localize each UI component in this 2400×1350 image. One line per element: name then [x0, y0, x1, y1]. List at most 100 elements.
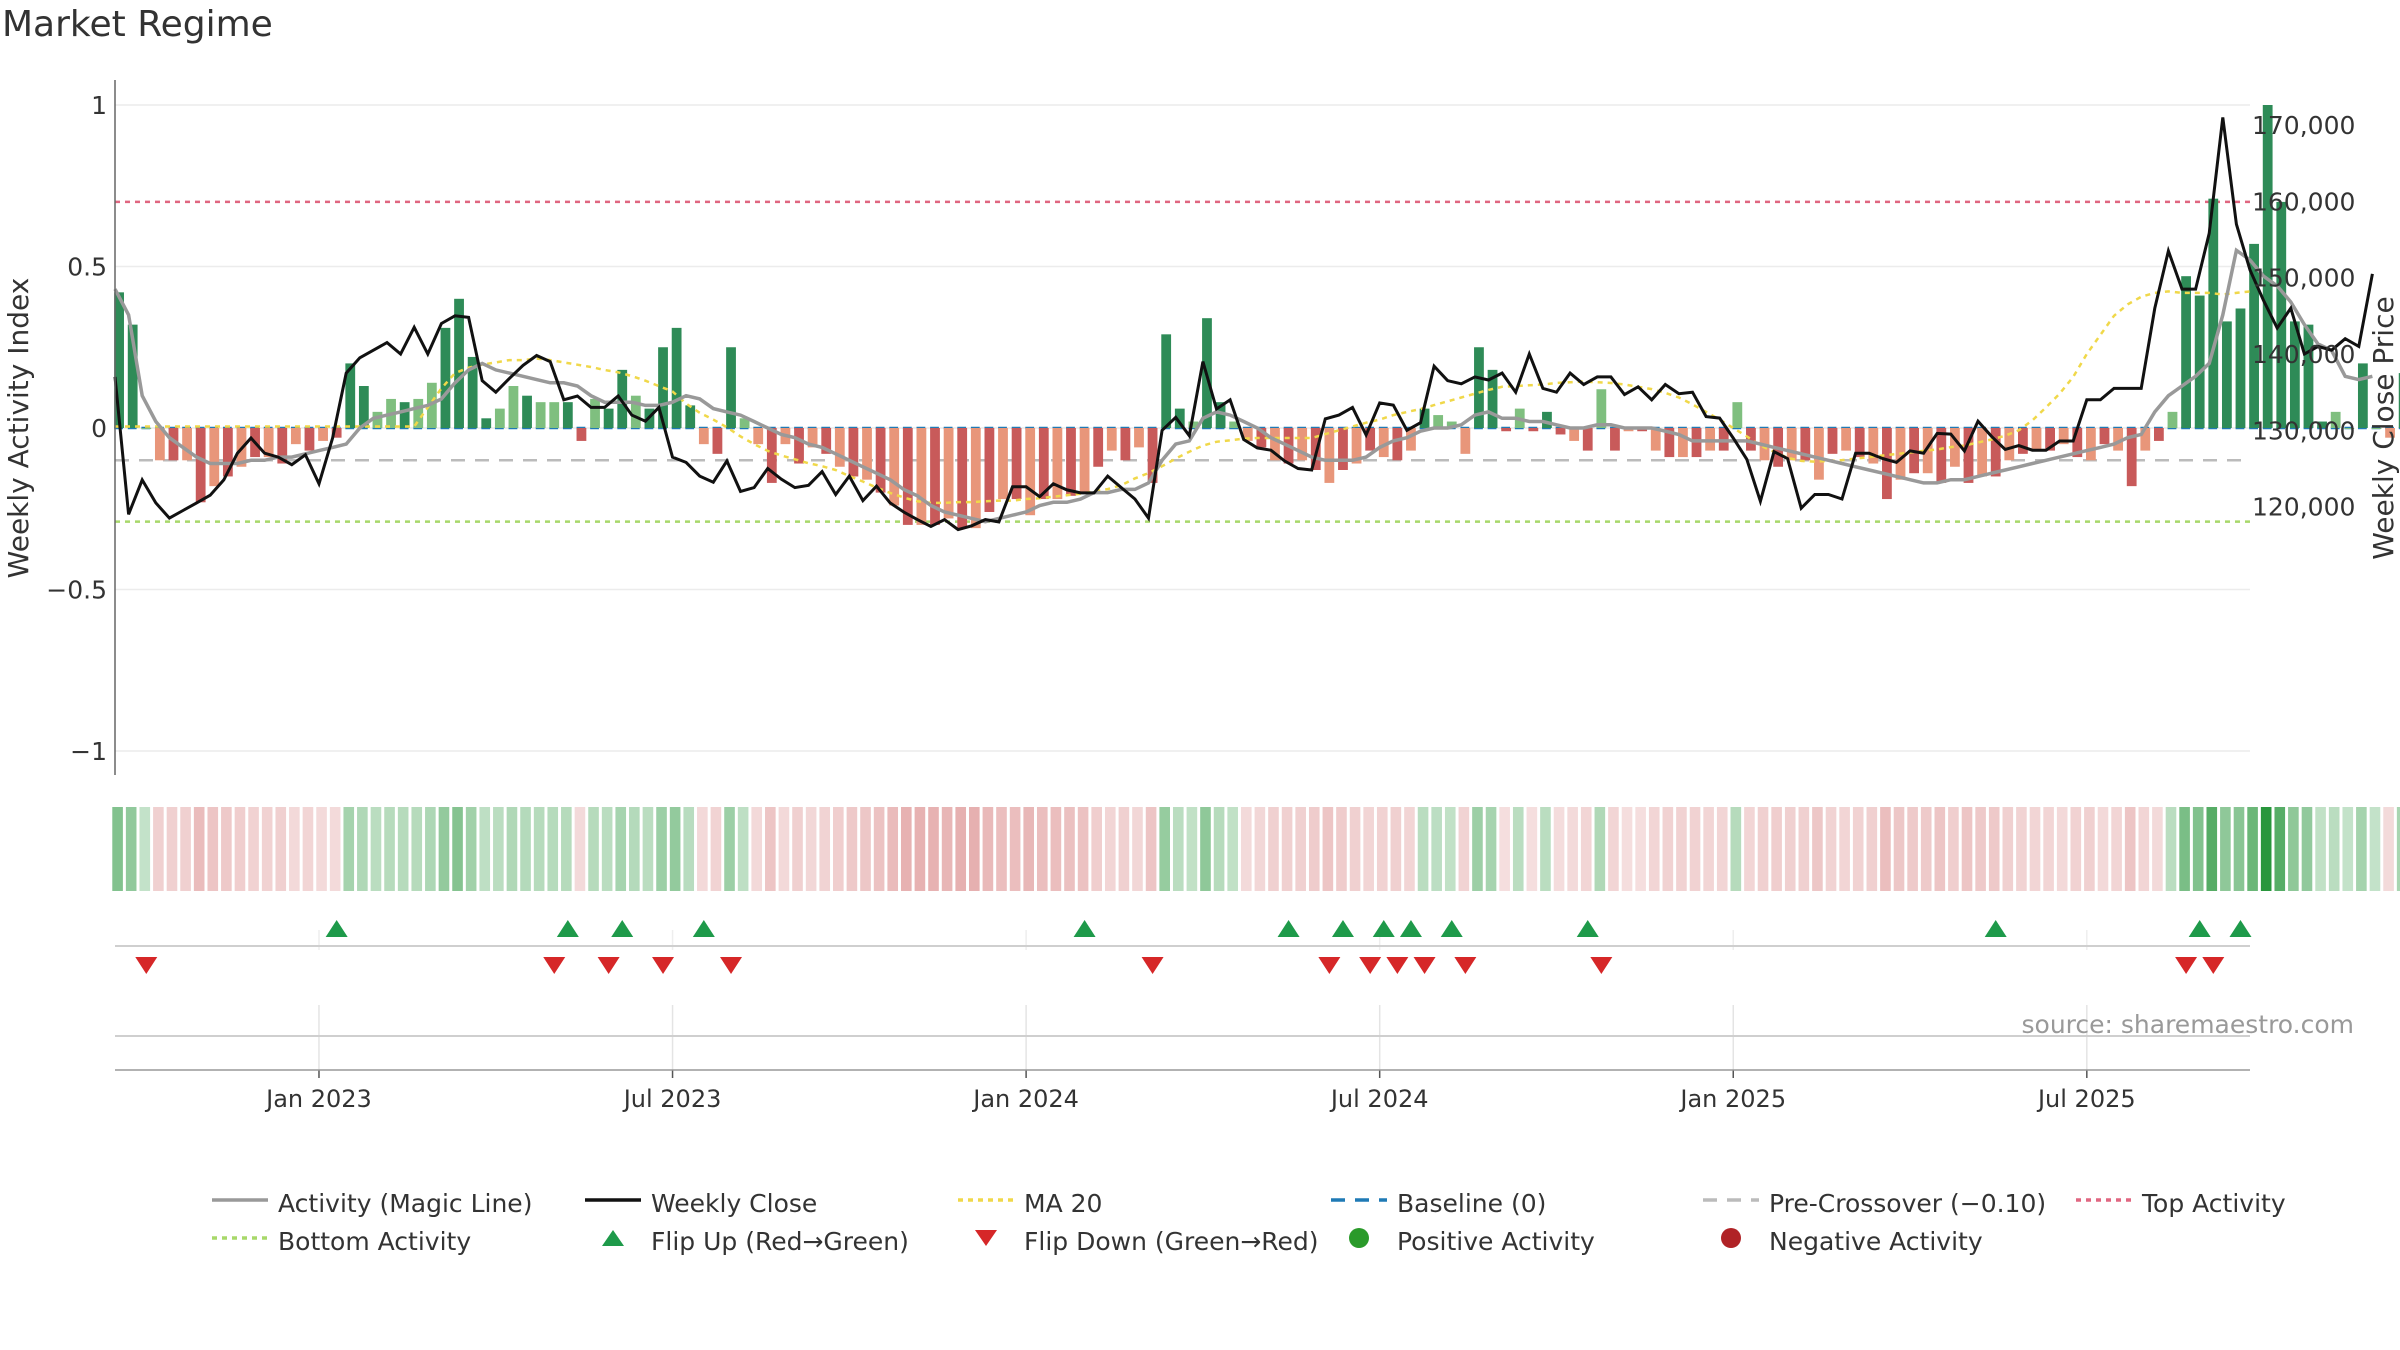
heatmap-cell: [2029, 807, 2041, 891]
x-tick-label: Jan 2023: [264, 1085, 372, 1113]
activity-bar: [603, 408, 614, 428]
heatmap-cell: [465, 807, 477, 891]
activity-bar: [318, 428, 328, 441]
activity-bar: [1678, 428, 1688, 458]
heatmap-cell: [411, 807, 423, 891]
heatmap-cell: [1825, 807, 1837, 891]
legend-item-pos: Positive Activity: [1331, 1226, 1595, 1256]
heatmap-cell: [1907, 807, 1918, 891]
heatmap-cell: [1349, 807, 1361, 891]
activity-bar: [549, 402, 560, 428]
heatmap-cell: [615, 807, 627, 891]
activity-bar: [875, 428, 886, 493]
heatmap-cell: [2111, 807, 2122, 891]
heatmap-cell: [2070, 807, 2082, 891]
heatmap-cell: [506, 807, 518, 891]
heatmap-cell: [357, 807, 368, 891]
heatmap-cell: [1458, 807, 1470, 891]
legend-symbol: [585, 1188, 641, 1218]
activity-bar: [1569, 428, 1580, 441]
heatmap-cell: [234, 807, 246, 891]
activity-bar: [807, 428, 818, 448]
activity-bar: [1446, 421, 1457, 428]
activity-bar: [2181, 276, 2191, 428]
heatmap-cell: [1336, 807, 1347, 891]
heatmap-cell: [1322, 807, 1334, 891]
heatmap-cell: [1608, 807, 1619, 891]
legend-item-flipdown: Flip Down (Green→Red): [958, 1226, 1319, 1256]
activity-bar: [943, 428, 954, 519]
heatmap-cell: [1104, 807, 1116, 891]
activity-bar: [1134, 428, 1144, 448]
heatmap-cell: [941, 807, 953, 891]
legend-label: Negative Activity: [1769, 1226, 1983, 1256]
activity-bar: [2344, 428, 2355, 429]
activity-bar: [209, 428, 220, 487]
legend-item-flipup: Flip Up (Red→Green): [585, 1226, 909, 1256]
flip-up-marker: [1399, 920, 1422, 937]
heatmap-cell: [2179, 807, 2190, 891]
heatmap-cell: [2356, 807, 2367, 891]
heatmap-cell: [669, 807, 681, 891]
activity-bar: [930, 428, 940, 525]
activity-bar: [481, 418, 492, 428]
heatmap-cell: [248, 807, 259, 891]
activity-bar: [1542, 411, 1552, 428]
activity-bar: [1161, 334, 1172, 428]
heatmap-cell: [656, 807, 667, 891]
flip-down-marker: [1386, 957, 1409, 974]
activity-bar: [508, 386, 519, 428]
activity-bar: [2194, 295, 2205, 428]
activity-bar: [1270, 428, 1280, 461]
heatmap-cell: [397, 807, 409, 891]
activity-bar: [889, 428, 900, 506]
activity-bar: [685, 405, 696, 428]
flip-up-marker: [1984, 920, 2007, 937]
activity-bar: [2004, 428, 2015, 461]
heatmap-cell: [438, 807, 450, 891]
heatmap-cell: [1798, 807, 1810, 891]
legend-label: Bottom Activity: [278, 1226, 472, 1256]
activity-bar: [821, 428, 832, 454]
legend-label: Top Activity: [2142, 1188, 2286, 1218]
heatmap-cell: [2002, 807, 2014, 891]
activity-bar: [1188, 421, 1199, 428]
heatmap-cell: [153, 807, 164, 891]
activity-bar: [1963, 428, 1974, 483]
activity-bar: [522, 395, 532, 428]
activity-bar: [1528, 428, 1539, 432]
x-tick-label: Jul 2023: [622, 1085, 722, 1113]
flip-down-marker: [720, 957, 743, 974]
heatmap-cell: [955, 807, 967, 891]
activity-bar: [794, 428, 804, 464]
activity-bar: [2058, 428, 2069, 445]
activity-bar: [1936, 428, 1947, 483]
activity-bar: [358, 386, 369, 428]
heatmap-cell: [1281, 807, 1293, 891]
activity-bar: [2099, 428, 2110, 445]
activity-bar: [182, 428, 192, 461]
activity-bar: [2018, 428, 2028, 454]
heatmap-cell: [683, 807, 695, 891]
activity-bar: [1174, 408, 1185, 428]
activity-bar: [331, 428, 342, 438]
heatmap-cell: [1499, 807, 1510, 891]
heatmap-cell: [1472, 807, 1483, 891]
flip-down-marker: [652, 957, 675, 974]
activity-bar: [1433, 415, 1444, 428]
activity-bar: [1066, 428, 1076, 496]
heatmap-cell: [1730, 807, 1742, 891]
flip-down-marker: [2202, 957, 2225, 974]
activity-bar: [1555, 428, 1566, 435]
legend-label: Positive Activity: [1397, 1226, 1595, 1256]
flip-down-marker: [1454, 957, 1477, 974]
activity-bar: [1256, 428, 1267, 448]
heatmap-cell: [1050, 807, 1062, 891]
activity-bar: [1827, 428, 1838, 454]
heatmap-cell: [1662, 807, 1674, 891]
regime-heatmap-strip: [112, 807, 2400, 891]
activity-bar: [1406, 428, 1416, 451]
activity-bar: [1338, 428, 1348, 470]
heatmap-cell: [1240, 807, 1252, 891]
